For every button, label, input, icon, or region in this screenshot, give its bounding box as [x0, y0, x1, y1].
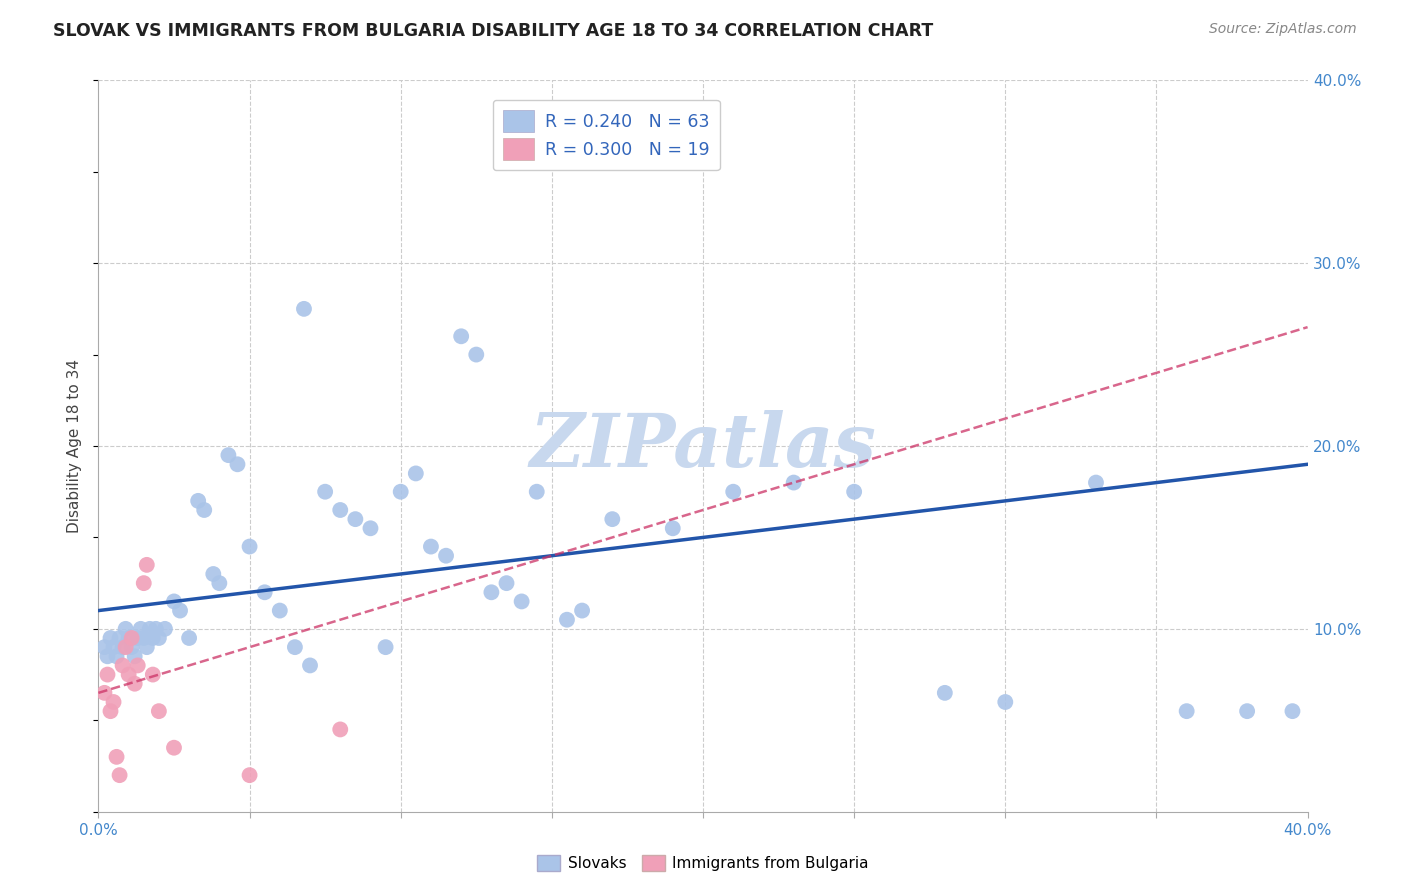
- Point: [124, 676, 146, 690]
- Point: [108, 768, 131, 782]
- Point: [360, 521, 382, 535]
- Point: [602, 512, 624, 526]
- Legend: R = 0.240   N = 63, R = 0.300   N = 19: R = 0.240 N = 63, R = 0.300 N = 19: [492, 100, 720, 170]
- Point: [226, 457, 249, 471]
- Point: [389, 484, 412, 499]
- Point: [465, 347, 488, 362]
- Point: [124, 649, 146, 664]
- Point: [934, 686, 956, 700]
- Text: ZIPatlas: ZIPatlas: [530, 409, 876, 483]
- Point: [844, 484, 866, 499]
- Point: [193, 503, 215, 517]
- Point: [153, 622, 176, 636]
- Point: [148, 631, 170, 645]
- Point: [405, 467, 427, 481]
- Point: [93, 640, 115, 655]
- Point: [481, 585, 503, 599]
- Point: [420, 540, 443, 554]
- Point: [202, 567, 225, 582]
- Point: [495, 576, 517, 591]
- Point: [100, 631, 122, 645]
- Point: [994, 695, 1017, 709]
- Point: [139, 622, 162, 636]
- Point: [1085, 475, 1108, 490]
- Point: [105, 749, 128, 764]
- Point: [142, 667, 165, 681]
- Point: [510, 594, 533, 608]
- Point: [100, 704, 122, 718]
- Point: [329, 723, 352, 737]
- Point: [723, 484, 745, 499]
- Point: [127, 658, 149, 673]
- Point: [148, 704, 170, 718]
- Point: [163, 594, 186, 608]
- Legend: Slovaks, Immigrants from Bulgaria: Slovaks, Immigrants from Bulgaria: [531, 849, 875, 877]
- Point: [292, 301, 315, 316]
- Point: [1175, 704, 1198, 718]
- Point: [314, 484, 336, 499]
- Point: [105, 649, 128, 664]
- Point: [253, 585, 276, 599]
- Point: [179, 631, 201, 645]
- Point: [187, 494, 209, 508]
- Point: [163, 740, 186, 755]
- Y-axis label: Disability Age 18 to 34: Disability Age 18 to 34: [67, 359, 83, 533]
- Point: [127, 631, 149, 645]
- Point: [1281, 704, 1303, 718]
- Point: [103, 695, 125, 709]
- Point: [111, 640, 134, 655]
- Point: [661, 521, 683, 535]
- Point: [135, 558, 157, 572]
- Point: [1236, 704, 1258, 718]
- Point: [239, 768, 262, 782]
- Point: [118, 631, 141, 645]
- Point: [344, 512, 367, 526]
- Text: Source: ZipAtlas.com: Source: ZipAtlas.com: [1209, 22, 1357, 37]
- Point: [169, 603, 191, 617]
- Point: [783, 475, 806, 490]
- Point: [142, 631, 165, 645]
- Point: [114, 640, 136, 655]
- Point: [239, 540, 262, 554]
- Point: [269, 603, 291, 617]
- Point: [114, 622, 136, 636]
- Point: [121, 640, 143, 655]
- Point: [329, 503, 352, 517]
- Point: [96, 667, 118, 681]
- Point: [145, 622, 167, 636]
- Point: [374, 640, 396, 655]
- Point: [103, 640, 125, 655]
- Point: [132, 576, 155, 591]
- Point: [96, 649, 118, 664]
- Point: [434, 549, 457, 563]
- Point: [299, 658, 322, 673]
- Point: [217, 448, 239, 462]
- Point: [93, 686, 115, 700]
- Point: [129, 622, 152, 636]
- Text: SLOVAK VS IMMIGRANTS FROM BULGARIA DISABILITY AGE 18 TO 34 CORRELATION CHART: SLOVAK VS IMMIGRANTS FROM BULGARIA DISAB…: [53, 22, 934, 40]
- Point: [121, 631, 143, 645]
- Point: [132, 631, 155, 645]
- Point: [555, 613, 578, 627]
- Point: [526, 484, 548, 499]
- Point: [108, 631, 131, 645]
- Point: [571, 603, 593, 617]
- Point: [135, 640, 157, 655]
- Point: [111, 658, 134, 673]
- Point: [450, 329, 472, 343]
- Point: [284, 640, 307, 655]
- Point: [118, 667, 141, 681]
- Point: [208, 576, 231, 591]
